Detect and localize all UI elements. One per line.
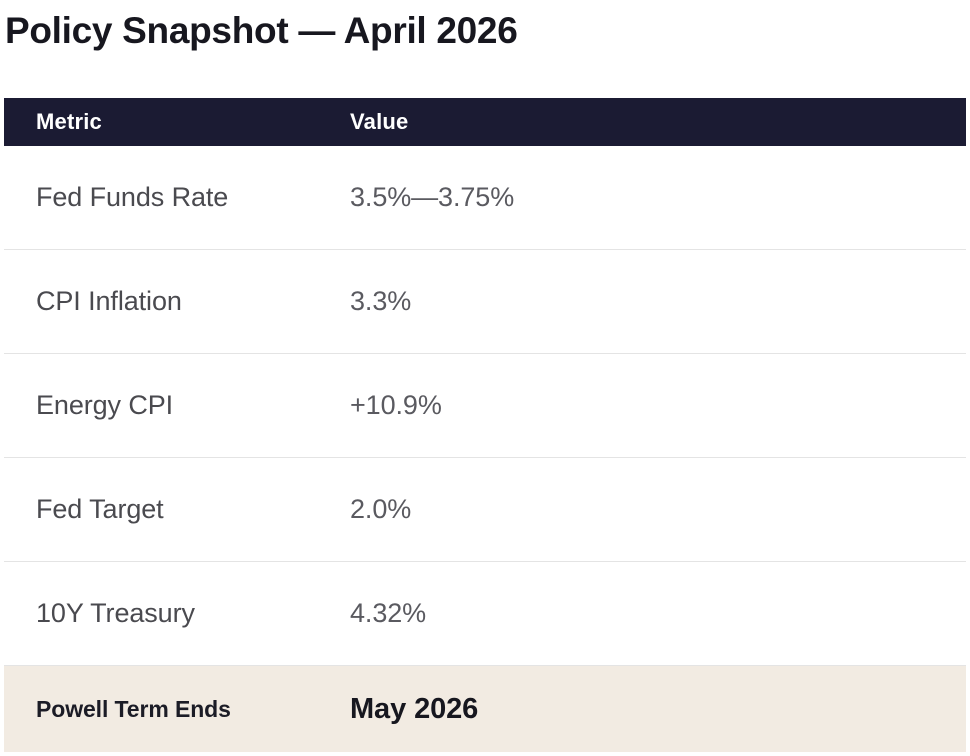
metric-cell: 10Y Treasury	[36, 598, 195, 628]
highlight-value-cell: May 2026	[350, 692, 479, 725]
value-cell: 2.0%	[350, 494, 412, 524]
table-row: Fed Target 2.0%	[4, 458, 966, 562]
policy-table: Metric Value Fed Funds Rate 3.5%—3.75% C…	[4, 98, 966, 752]
value-cell: +10.9%	[350, 390, 442, 420]
column-header-value: Value	[350, 109, 409, 134]
table-header: Metric Value	[4, 98, 966, 146]
highlight-row: Powell Term Ends May 2026	[4, 666, 966, 752]
metric-cell: Fed Funds Rate	[36, 182, 229, 212]
metric-cell: Fed Target	[36, 494, 164, 524]
table-row: Fed Funds Rate 3.5%—3.75%	[4, 146, 966, 250]
table-row: CPI Inflation 3.3%	[4, 250, 966, 354]
table-row: 10Y Treasury 4.32%	[4, 562, 966, 666]
metric-cell: CPI Inflation	[36, 286, 182, 316]
page-title: Policy Snapshot — April 2026	[5, 10, 518, 51]
value-cell: 3.5%—3.75%	[350, 182, 515, 212]
value-cell: 4.32%	[350, 598, 427, 628]
column-header-metric: Metric	[36, 109, 102, 134]
highlight-metric-cell: Powell Term Ends	[36, 695, 231, 722]
metric-cell: Energy CPI	[36, 390, 174, 420]
value-cell: 3.3%	[350, 286, 412, 316]
table-row: Energy CPI +10.9%	[4, 354, 966, 458]
